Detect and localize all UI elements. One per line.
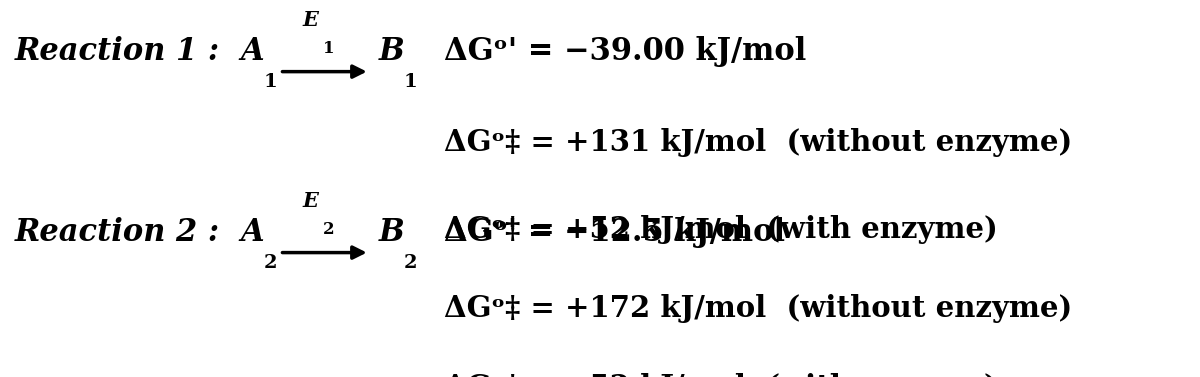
Text: ΔGᵒ‡ = +52 kJ/mol  (with enzyme): ΔGᵒ‡ = +52 kJ/mol (with enzyme) xyxy=(444,215,997,244)
Text: ΔGᵒ‡ = +172 kJ/mol  (without enzyme): ΔGᵒ‡ = +172 kJ/mol (without enzyme) xyxy=(444,294,1073,323)
Text: Reaction 2 :: Reaction 2 : xyxy=(14,217,220,248)
Text: 2: 2 xyxy=(323,221,335,238)
Text: ΔGᵒ' = −12.5 kJ/mol: ΔGᵒ' = −12.5 kJ/mol xyxy=(444,217,785,248)
Text: B: B xyxy=(379,217,404,248)
Text: 1: 1 xyxy=(323,40,335,57)
Text: A: A xyxy=(240,217,264,248)
Text: ΔGᵒ‡ = +52 kJ/mol  (with enzyme): ΔGᵒ‡ = +52 kJ/mol (with enzyme) xyxy=(444,373,997,377)
Text: 1: 1 xyxy=(403,73,416,91)
Text: B: B xyxy=(379,36,404,67)
Text: Reaction 1 :: Reaction 1 : xyxy=(14,36,220,67)
Text: 1: 1 xyxy=(264,73,277,91)
Text: ΔGᵒ‡ = +131 kJ/mol  (without enzyme): ΔGᵒ‡ = +131 kJ/mol (without enzyme) xyxy=(444,128,1073,157)
Text: E: E xyxy=(302,192,318,211)
Text: 2: 2 xyxy=(264,254,277,272)
Text: 2: 2 xyxy=(403,254,416,272)
Text: E: E xyxy=(302,11,318,31)
Text: ΔGᵒ' = −39.00 kJ/mol: ΔGᵒ' = −39.00 kJ/mol xyxy=(444,36,806,67)
Text: A: A xyxy=(240,36,264,67)
